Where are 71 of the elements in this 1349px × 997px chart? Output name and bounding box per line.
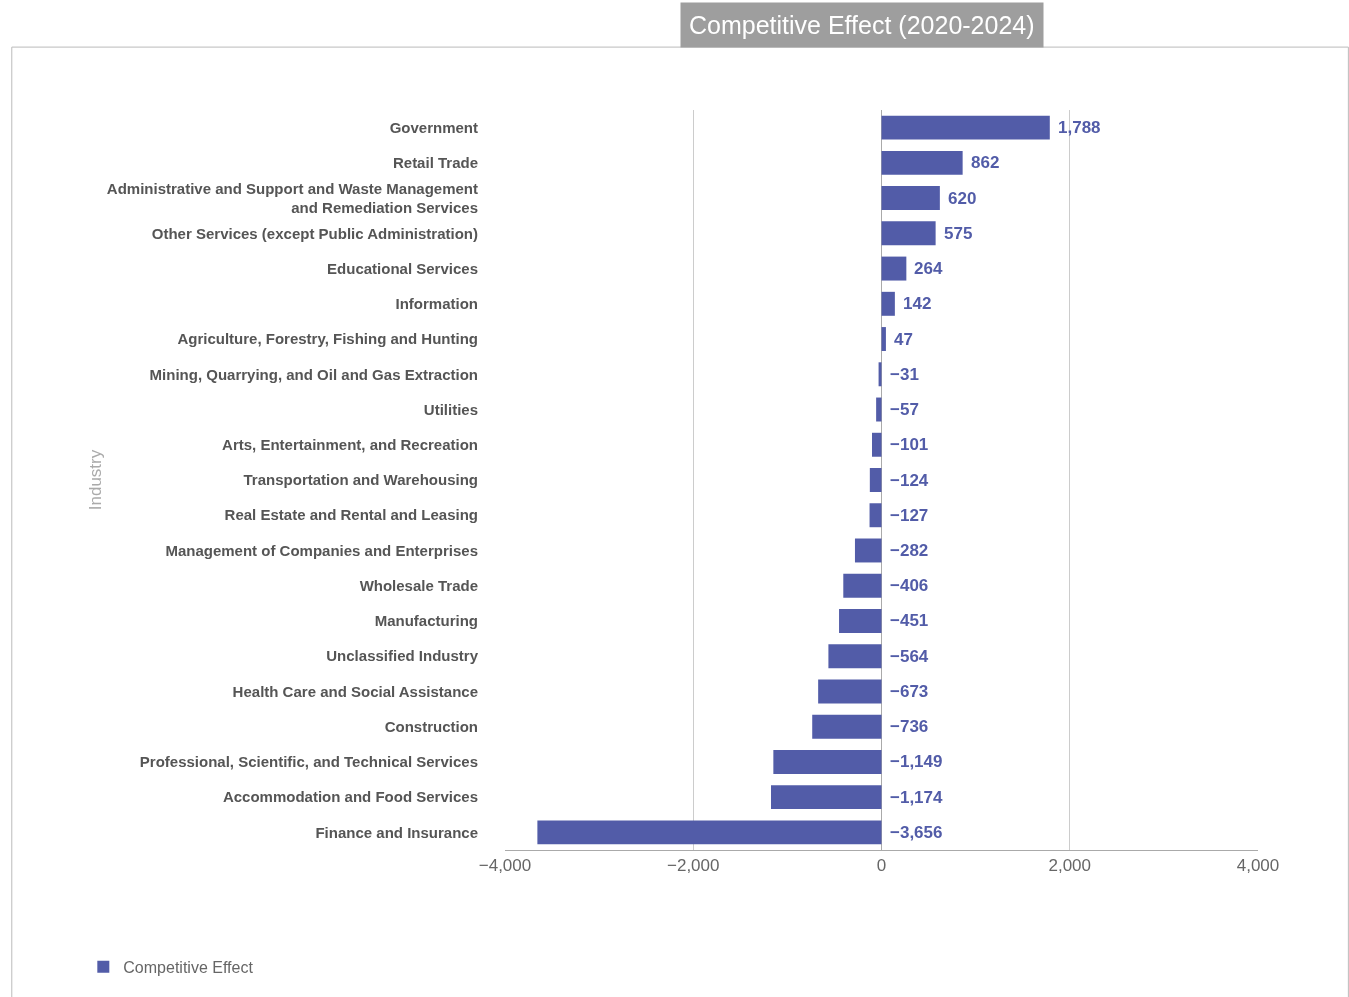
data-label: −124	[890, 471, 929, 490]
y-tick-label: Government	[389, 118, 478, 136]
data-label: 47	[894, 330, 913, 349]
data-label: −564	[890, 647, 929, 666]
data-label: −127	[890, 506, 929, 525]
y-tick-label: Construction	[384, 717, 478, 735]
bar	[839, 608, 882, 633]
x-tick-label: −2,000	[667, 856, 720, 876]
bar	[878, 362, 882, 387]
x-tick-label: −4,000	[478, 856, 532, 876]
y-axis-title: Industry	[86, 449, 106, 511]
y-tick-label: Management of Companies and Enterprises	[165, 541, 478, 559]
y-tick-label: Manufacturing	[374, 612, 478, 630]
data-label: 1,788	[1058, 118, 1101, 137]
bar	[881, 291, 895, 316]
bar	[818, 679, 882, 704]
y-tick-label: Health Care and Social Assistance	[232, 682, 478, 700]
bar	[812, 714, 882, 739]
y-tick-label: Mining, Quarrying, and Oil and Gas Extraction	[149, 365, 478, 383]
bar	[876, 397, 882, 422]
y-tick-label: Utilities	[423, 400, 478, 418]
x-tick-label: 0	[876, 856, 887, 876]
y-tick-label: Transportation and Warehousing	[243, 471, 478, 489]
data-label: −57	[890, 400, 919, 419]
bar	[869, 468, 882, 492]
y-tick-label: Information	[395, 295, 478, 313]
bar	[773, 749, 882, 774]
data-label: −673	[890, 682, 929, 701]
bar	[854, 538, 882, 563]
legend-label: Competitive Effect	[123, 959, 254, 977]
bar	[771, 785, 882, 810]
y-tick-label: Retail Trade	[392, 154, 478, 172]
data-label: −282	[890, 541, 929, 560]
bar	[843, 573, 882, 598]
chart-title: Competitive Effect (2020-2024)	[689, 11, 1035, 39]
bar	[537, 820, 882, 845]
y-tick-label: Unclassified Industry	[326, 647, 479, 665]
data-label: 142	[903, 294, 932, 313]
y-tick-label: Real Estate and Rental and Leasing	[224, 506, 478, 524]
data-label: −406	[890, 576, 929, 595]
bar	[881, 115, 1050, 140]
data-label: 862	[971, 153, 1000, 172]
bar	[871, 432, 882, 457]
y-tick-label: Wholesale Trade	[359, 576, 478, 594]
data-label: −1,174	[890, 788, 944, 807]
y-tick-label: Arts, Entertainment, and Recreation	[222, 436, 478, 454]
bar	[869, 503, 882, 528]
y-tick-label: Professional, Scientific, and Technical Services	[139, 753, 478, 771]
data-label: −101	[890, 435, 929, 454]
bar	[881, 256, 907, 281]
data-label: −3,656	[890, 823, 943, 842]
bar	[881, 150, 963, 175]
data-label: 264	[914, 259, 943, 278]
y-tick-label: Finance and Insurance	[315, 823, 478, 841]
data-label: −1,149	[890, 752, 943, 771]
x-tick-label: 4,000	[1236, 856, 1280, 876]
data-label: 620	[948, 189, 977, 208]
bar	[881, 327, 886, 352]
data-label: 575	[944, 224, 973, 243]
y-tick-label: Administrative and Support and Waste Management and Remediation Services	[106, 179, 478, 217]
y-tick-label: Educational Services	[327, 259, 478, 277]
data-label: −736	[890, 717, 929, 736]
bar	[881, 186, 940, 211]
bar	[881, 221, 936, 246]
y-tick-label: Agriculture, Forestry, Fishing and Hunting	[177, 330, 478, 348]
bar	[828, 644, 882, 669]
y-tick-label: Accommodation and Food Services	[222, 788, 478, 806]
data-label: −31	[890, 365, 919, 384]
data-label: −451	[890, 611, 929, 630]
y-tick-label: Other Services (except Public Administration)	[151, 224, 478, 242]
x-tick-label: 2,000	[1048, 856, 1092, 876]
